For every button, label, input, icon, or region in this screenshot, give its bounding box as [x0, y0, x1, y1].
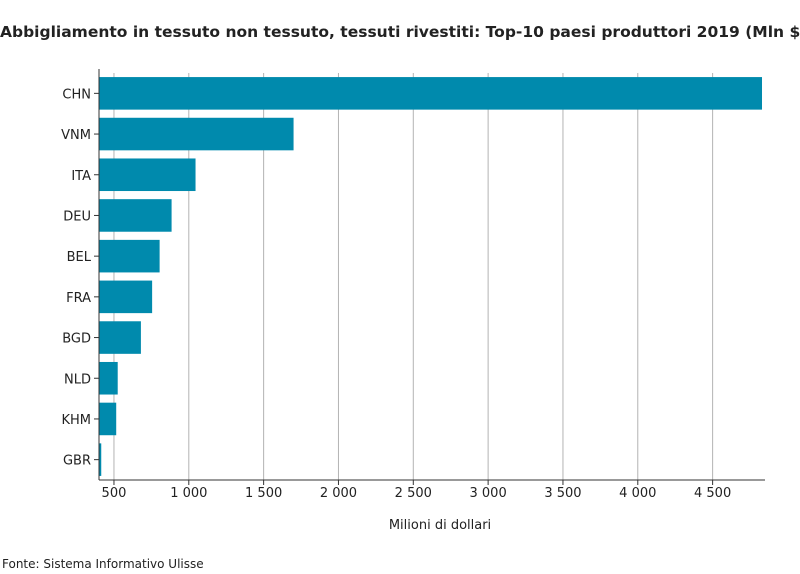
bar-bel	[99, 239, 160, 273]
y-tick-label: NLD	[64, 372, 91, 387]
y-tick-label: ITA	[71, 169, 91, 184]
chart-title: Abbigliamento in tessuto non tessuto, te…	[0, 23, 800, 41]
y-tick-label: DEU	[63, 209, 91, 224]
y-tick-label: KHM	[61, 413, 91, 428]
x-tick-label: 3 000	[470, 486, 507, 501]
bar-nld	[99, 361, 118, 395]
bar-chn	[99, 77, 763, 110]
bar-bgd	[99, 321, 141, 354]
x-tick-label: 2 500	[395, 486, 432, 501]
x-tick-label: 4 000	[619, 486, 656, 501]
x-axis-title: Milioni di dollari	[389, 518, 491, 533]
bar-vnm	[99, 117, 294, 151]
x-tick-label: 1 500	[245, 486, 282, 501]
x-tick-label: 2 000	[320, 486, 357, 501]
x-tick-label: 1 000	[170, 486, 207, 501]
y-tick-label: CHN	[62, 87, 91, 102]
y-tick-label: BEL	[67, 250, 92, 265]
y-tick-label: FRA	[66, 291, 91, 306]
axes	[94, 69, 765, 485]
bar-fra	[99, 280, 153, 314]
bar-khm	[99, 402, 117, 436]
grid-lines	[113, 73, 714, 480]
bars	[99, 77, 763, 476]
y-tick-label: GBR	[63, 454, 91, 469]
tick-labels: 500 1 000 1 500 2 000 2 500 3 000 3 500 4 000 4 …	[61, 87, 731, 501]
source-note: Fonte: Sistema Informativo Ulisse	[2, 557, 204, 571]
y-tick-label: VNM	[61, 128, 91, 143]
x-tick-label: 4 500	[694, 486, 731, 501]
bar-gbr	[99, 443, 102, 476]
bar-deu	[99, 199, 172, 232]
bar-ita	[99, 158, 196, 192]
y-tick-label: BGD	[62, 332, 91, 347]
x-tick-label: 3 500	[544, 486, 581, 501]
x-tick-label: 500	[102, 486, 127, 501]
